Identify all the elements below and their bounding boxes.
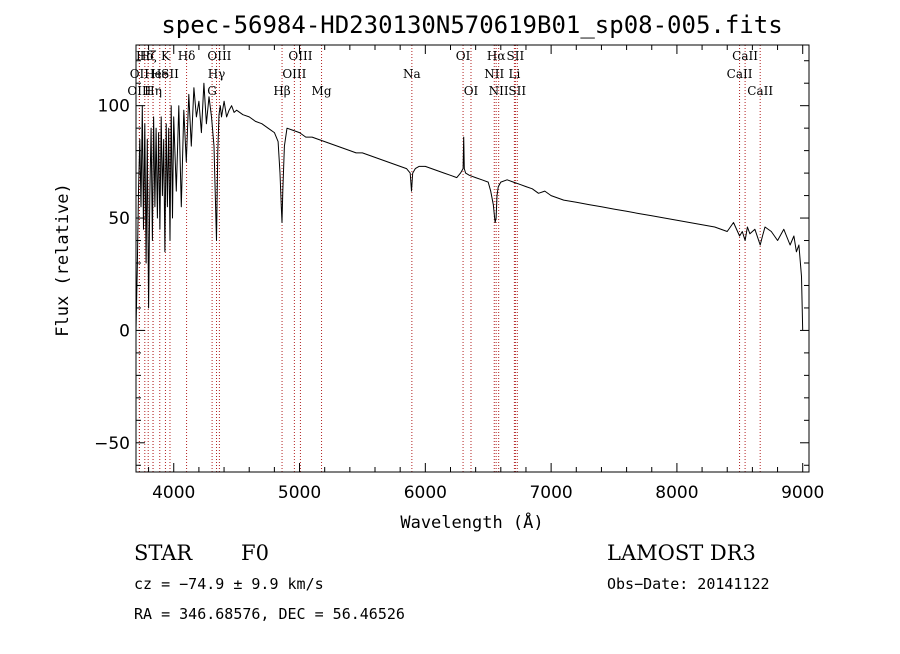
x-tick-label: 6000 [404,483,447,503]
chart-title: spec-56984-HD230130N570619B01_sp08-005.f… [161,11,782,39]
spectral-line-label: NII [489,84,509,98]
plot-frame [135,44,810,473]
spectral-line-label: Hη [144,84,162,98]
spectral-line-label: G [207,84,217,98]
spectral-line-label: Hγ [208,67,226,81]
object-subclass: F0 [241,541,269,565]
spectral-line-label: OIII [282,67,306,81]
spectral-line-label: He [151,67,169,81]
spectral-line-label: CaII [747,84,773,98]
y-tick-label: 0 [119,321,130,341]
spectral-line-label: Hζ [140,49,157,63]
spectral-line-label: OIII [288,49,312,63]
spectral-line-label: OIII [127,84,151,98]
spectral-line-label: NII [484,67,504,81]
spectral-line-label: SII [161,67,179,81]
x-tick-label: 4000 [152,483,195,503]
spectral-line-label: Hα [487,49,506,63]
x-axis-label: Wavelength (Å) [400,511,543,533]
spectral-line-label: Na [403,67,421,81]
y-tick-label: −50 [94,434,130,454]
survey-name: LAMOST DR3 [607,541,756,565]
x-tick-label: 5000 [278,483,321,503]
spectral-line-label: K [161,49,171,63]
x-tick-label: 9000 [781,483,824,503]
spectrum-series [135,82,804,331]
y-axis-label: Flux (relative) [53,183,73,337]
spectral-line-label: OIII [207,49,231,63]
y-axis-ticks: −50 0 50 100 [94,60,809,466]
spectral-line-label: OI [464,84,479,98]
redshift-cz: cz = −74.9 ± 9.9 km/s [134,575,324,593]
spectral-line-label: CaII [732,49,758,63]
spectral-line-label: SII [508,84,526,98]
coordinates: RA = 346.68576, DEC = 56.46526 [134,605,405,623]
y-tick-label: 100 [98,97,130,117]
x-tick-label: 8000 [655,483,698,503]
y-tick-label: 50 [108,209,130,229]
x-axis-ticks: 4000 5000 6000 7000 8000 9000 [148,45,824,503]
spectrum-line [135,82,804,331]
x-tick-label: 7000 [529,483,572,503]
observation-date: Obs−Date: 20141122 [607,575,770,593]
object-class: STAR [134,541,193,565]
spectral-line-label: Mg [312,84,332,98]
spectral-line-label: He [144,67,162,81]
spectral-line-label: Hβ [273,84,290,98]
spectral-line-label: CaII [727,67,753,81]
spectral-line-label: OII [130,67,150,81]
spectral-line-label: OI [456,49,471,63]
spectral-line-label: Hδ [178,49,196,63]
spectral-line-label: Li [508,67,520,81]
spectral-line-label: SII [507,49,525,63]
spectral-line-label: Hδ [136,49,154,63]
